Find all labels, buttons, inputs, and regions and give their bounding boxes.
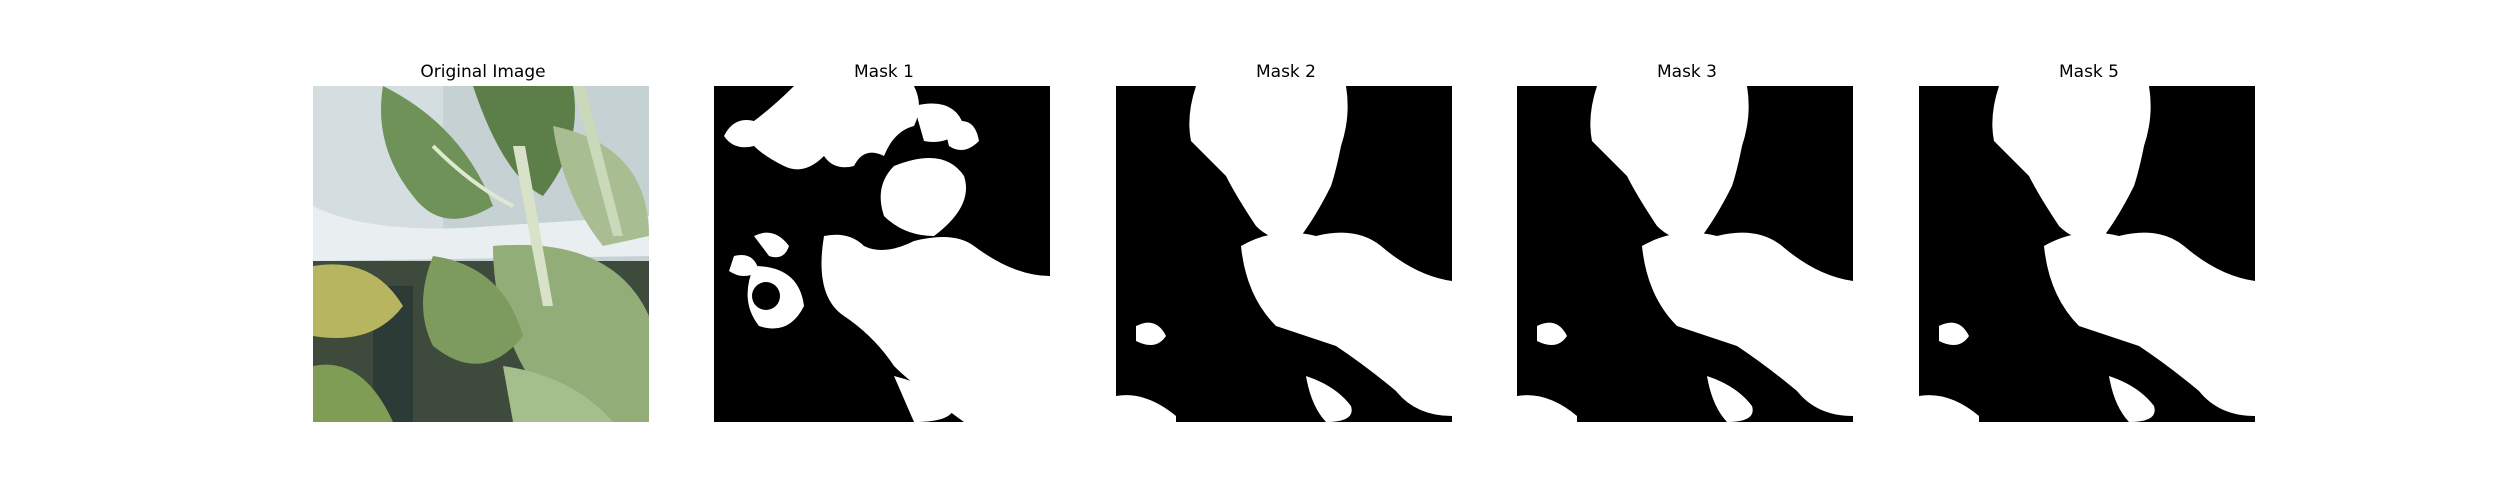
panel-mask-2: Mask 2 [1116, 60, 1456, 422]
panel-title: Mask 5 [2058, 62, 2119, 82]
panel-title: Mask 1 [853, 62, 914, 82]
panel-mask-1: Mask 1 [714, 60, 1054, 422]
panel-mask-5: Mask 5 [1919, 60, 2259, 422]
panel-title: Mask 2 [1255, 62, 1316, 82]
mask-image [1116, 86, 1452, 422]
mask-image [714, 86, 1050, 422]
panel-mask-3: Mask 3 [1517, 60, 1857, 422]
panel-original-image: Original Image [313, 60, 653, 422]
panel-title: Mask 3 [1656, 62, 1717, 82]
original-image [313, 86, 649, 422]
panel-title: Original Image [420, 62, 546, 82]
mask-image [1919, 86, 2255, 422]
mask-image [1517, 86, 1853, 422]
